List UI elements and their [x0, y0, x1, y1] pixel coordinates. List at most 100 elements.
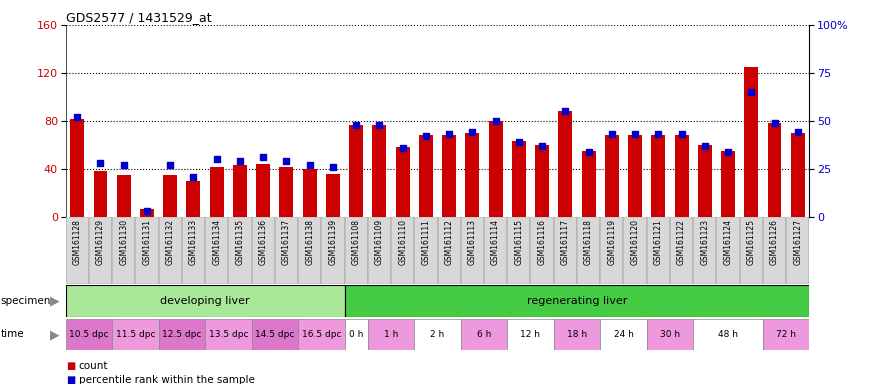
Bar: [298, 319, 345, 350]
Point: [210, 156, 224, 162]
Bar: [628, 136, 642, 217]
Bar: [205, 319, 252, 350]
Text: GSM161126: GSM161126: [770, 219, 779, 265]
Bar: [116, 175, 130, 217]
Bar: [112, 319, 158, 350]
Bar: [786, 217, 809, 284]
Bar: [321, 217, 345, 284]
Bar: [442, 136, 456, 217]
Bar: [582, 151, 596, 217]
Point: [256, 154, 270, 161]
Point: [745, 89, 759, 95]
Bar: [461, 319, 507, 350]
Text: GSM161139: GSM161139: [328, 219, 338, 265]
Bar: [70, 119, 84, 217]
Bar: [558, 111, 572, 217]
Text: 12.5 dpc: 12.5 dpc: [162, 330, 201, 339]
Text: percentile rank within the sample: percentile rank within the sample: [79, 375, 255, 384]
Text: ■: ■: [66, 361, 76, 371]
Bar: [210, 167, 224, 217]
Text: time: time: [1, 329, 24, 339]
Bar: [396, 147, 410, 217]
Text: specimen: specimen: [1, 296, 52, 306]
Text: 16.5 dpc: 16.5 dpc: [302, 330, 341, 339]
Point: [721, 149, 735, 155]
Bar: [512, 141, 526, 217]
Text: GSM161110: GSM161110: [398, 219, 407, 265]
Bar: [252, 319, 298, 350]
Text: GSM161109: GSM161109: [374, 219, 384, 265]
Bar: [298, 217, 321, 284]
Point: [70, 114, 84, 120]
Text: ▶: ▶: [50, 328, 60, 341]
Point: [116, 162, 130, 168]
Bar: [94, 171, 108, 217]
Bar: [279, 167, 293, 217]
Bar: [577, 217, 600, 284]
Bar: [414, 217, 438, 284]
Text: GSM161130: GSM161130: [119, 219, 129, 265]
Text: GSM161120: GSM161120: [631, 219, 640, 265]
Bar: [791, 133, 805, 217]
Text: GSM161122: GSM161122: [677, 219, 686, 265]
Bar: [536, 145, 550, 217]
Bar: [600, 217, 623, 284]
Bar: [158, 319, 205, 350]
Bar: [693, 319, 763, 350]
Point: [466, 129, 480, 136]
Bar: [763, 319, 809, 350]
Bar: [438, 217, 461, 284]
Bar: [767, 123, 781, 217]
Text: regenerating liver: regenerating liver: [527, 296, 627, 306]
Text: GSM161135: GSM161135: [235, 219, 244, 265]
Bar: [466, 133, 480, 217]
Text: GSM161131: GSM161131: [143, 219, 151, 265]
Point: [675, 131, 689, 137]
Point: [373, 122, 387, 128]
Bar: [136, 217, 158, 284]
Point: [303, 162, 317, 168]
Point: [396, 145, 410, 151]
Bar: [66, 217, 89, 284]
Point: [536, 143, 550, 149]
Bar: [89, 217, 112, 284]
Bar: [205, 217, 228, 284]
Bar: [345, 217, 368, 284]
Text: GSM161138: GSM161138: [305, 219, 314, 265]
Point: [628, 131, 642, 137]
Bar: [182, 217, 205, 284]
Text: 6 h: 6 h: [477, 330, 491, 339]
Bar: [623, 217, 647, 284]
Bar: [140, 209, 154, 217]
Point: [186, 174, 200, 180]
Point: [279, 158, 293, 164]
Text: GSM161115: GSM161115: [514, 219, 523, 265]
Text: 14.5 dpc: 14.5 dpc: [255, 330, 295, 339]
Text: GSM161134: GSM161134: [213, 219, 221, 265]
Bar: [164, 175, 177, 217]
Bar: [605, 136, 619, 217]
Point: [488, 118, 502, 124]
Bar: [507, 319, 554, 350]
Text: GSM161137: GSM161137: [282, 219, 290, 265]
Bar: [721, 151, 735, 217]
Bar: [326, 174, 340, 217]
Bar: [693, 217, 717, 284]
Bar: [745, 67, 759, 217]
Bar: [349, 124, 363, 217]
Point: [94, 160, 108, 166]
Bar: [303, 169, 317, 217]
Point: [164, 162, 178, 168]
Bar: [675, 136, 689, 217]
Text: GSM161125: GSM161125: [746, 219, 756, 265]
Text: GSM161121: GSM161121: [654, 219, 662, 265]
Text: 1 h: 1 h: [384, 330, 398, 339]
Bar: [530, 217, 554, 284]
Text: GSM161128: GSM161128: [73, 219, 81, 265]
Point: [558, 108, 572, 114]
Bar: [233, 166, 247, 217]
Bar: [651, 136, 665, 217]
Text: GSM161129: GSM161129: [96, 219, 105, 265]
Bar: [670, 217, 693, 284]
Bar: [112, 217, 136, 284]
